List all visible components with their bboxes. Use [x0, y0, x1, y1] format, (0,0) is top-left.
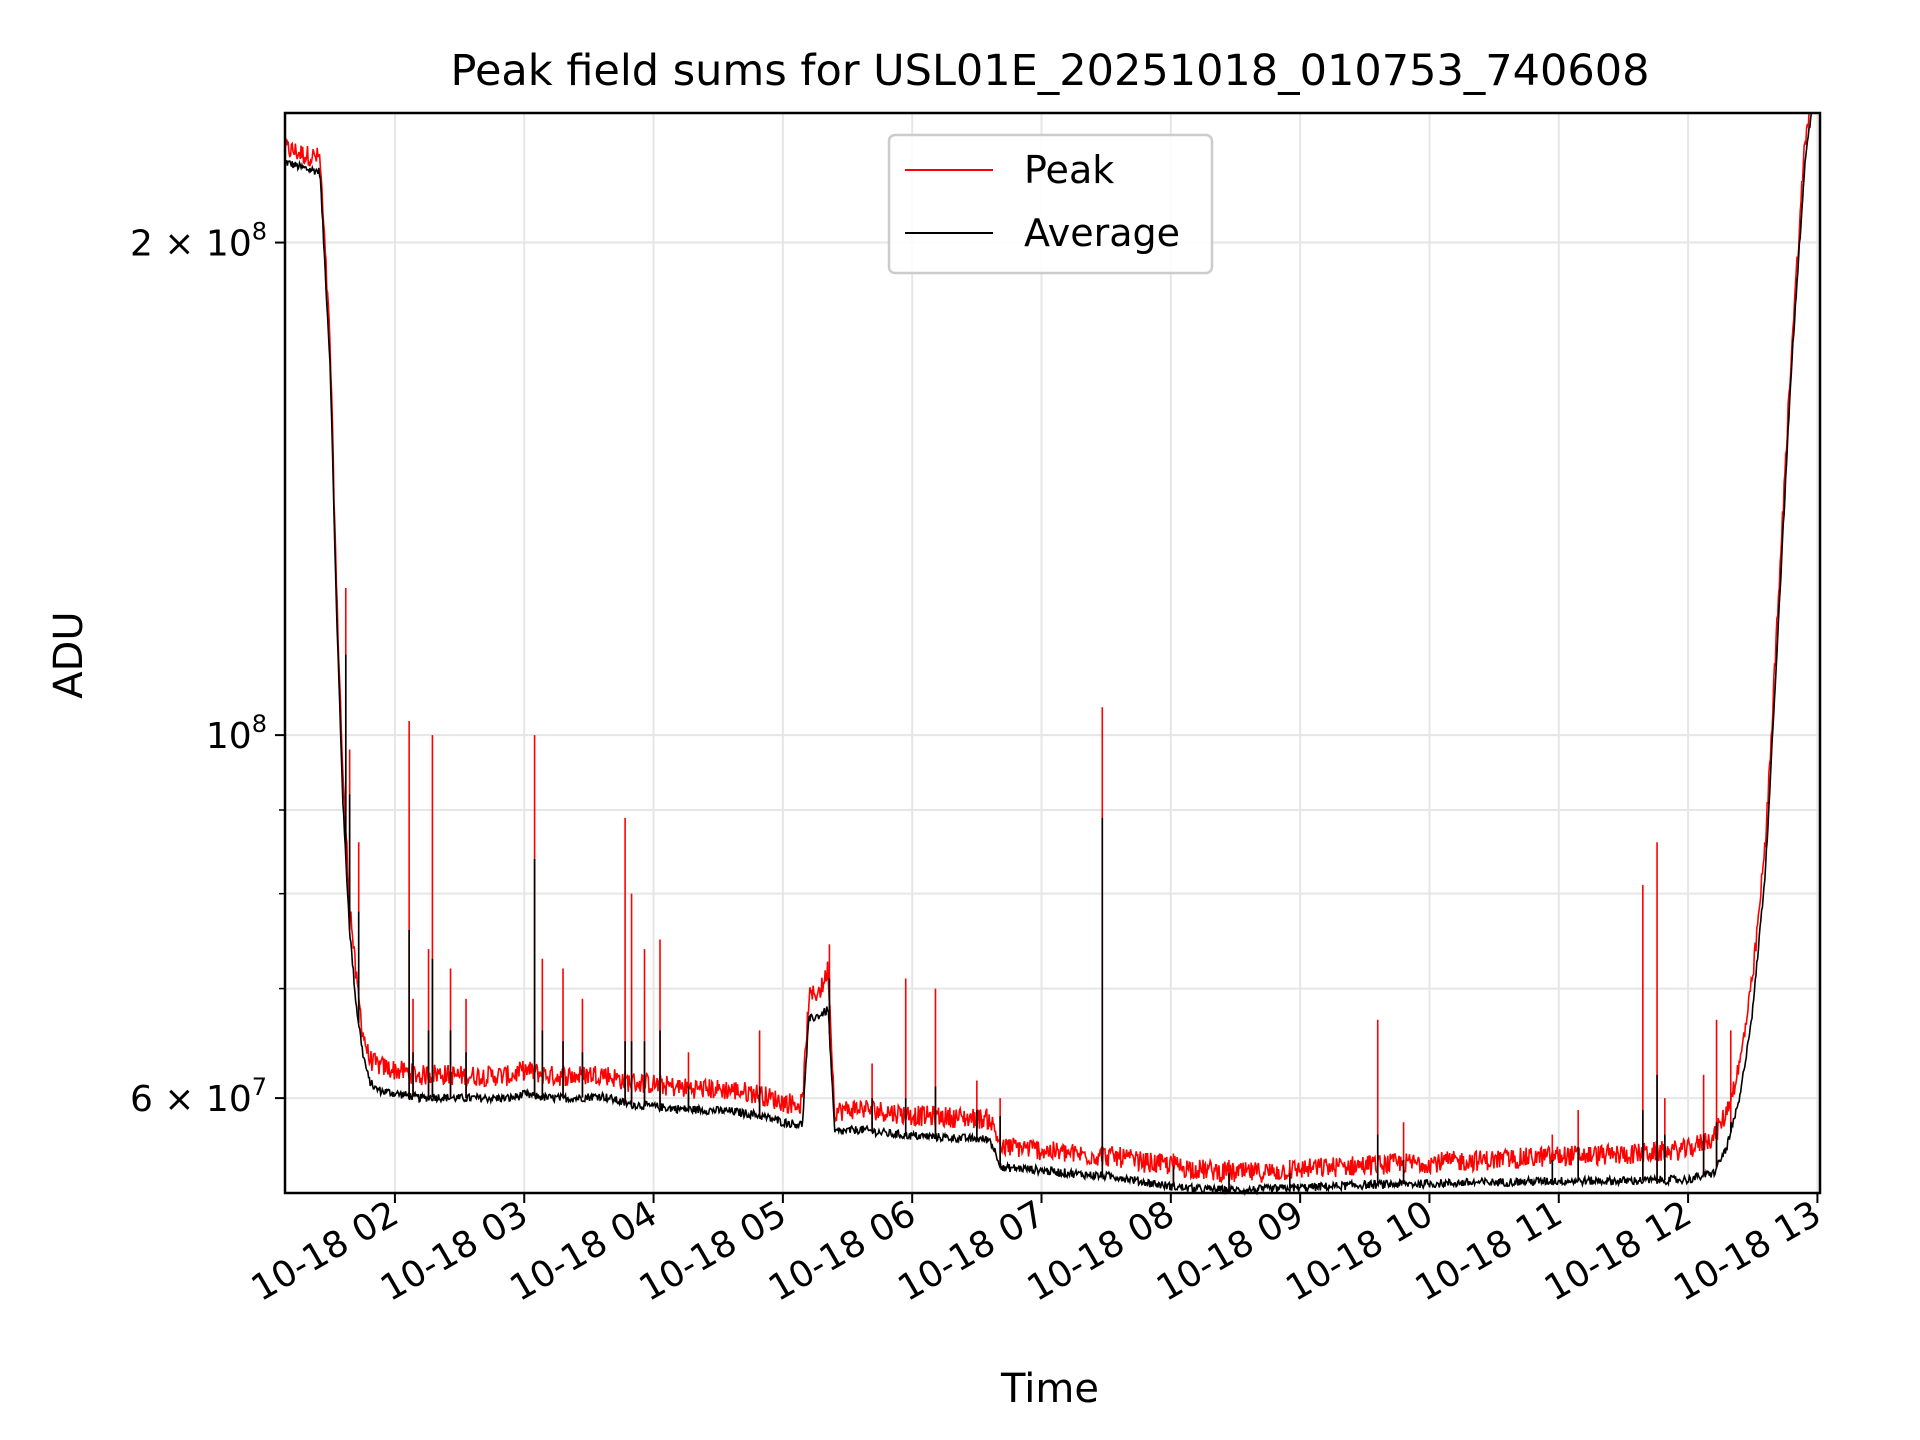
x-tick-label: 10-18 05: [633, 1193, 794, 1309]
y-tick-base: 2 × 10: [130, 224, 252, 265]
y-tick-label: 2 × 108: [130, 218, 267, 265]
y-tick-label: 108: [206, 710, 267, 757]
x-tick-label: 10-18 10: [1279, 1193, 1440, 1309]
x-tick-label: 10-18 02: [245, 1193, 406, 1309]
series-peak-line: [284, 112, 1813, 1184]
y-tick-label: 6 × 107: [130, 1073, 267, 1120]
plot-series: [284, 112, 1813, 1197]
x-tick-label: 10-18 07: [891, 1193, 1052, 1309]
x-tick-label: 10-18 04: [503, 1193, 664, 1309]
x-tick-label: 10-18 13: [1667, 1193, 1828, 1309]
legend-label-peak: Peak: [1024, 148, 1114, 192]
series-average-line: [284, 112, 1813, 1197]
x-tick-label: 10-18 12: [1538, 1193, 1699, 1309]
y-tick-exponent: 8: [252, 710, 267, 738]
plot-frame: [283, 111, 1822, 1195]
x-tick-label: 10-18 08: [1021, 1193, 1182, 1309]
y-tick-base: 10: [206, 716, 252, 757]
x-tick-label: 10-18 06: [762, 1193, 923, 1309]
legend: Peak Average: [887, 133, 1214, 275]
y-tick-exponent: 8: [252, 218, 267, 246]
legend-label-average: Average: [1024, 211, 1180, 255]
y-axis-label: ADU: [46, 611, 92, 698]
y-tick-base: 6 × 10: [130, 1079, 252, 1120]
grid: [285, 113, 1820, 1193]
y-tick-exponent: 7: [252, 1073, 267, 1101]
x-tick-label: 10-18 11: [1409, 1193, 1570, 1309]
x-tick-label: 10-18 03: [374, 1193, 535, 1309]
x-axis-label: Time: [1000, 1366, 1099, 1412]
x-tick-label: 10-18 09: [1150, 1193, 1311, 1309]
chart-title: Peak field sums for USL01E_20251018_0107…: [451, 46, 1650, 96]
